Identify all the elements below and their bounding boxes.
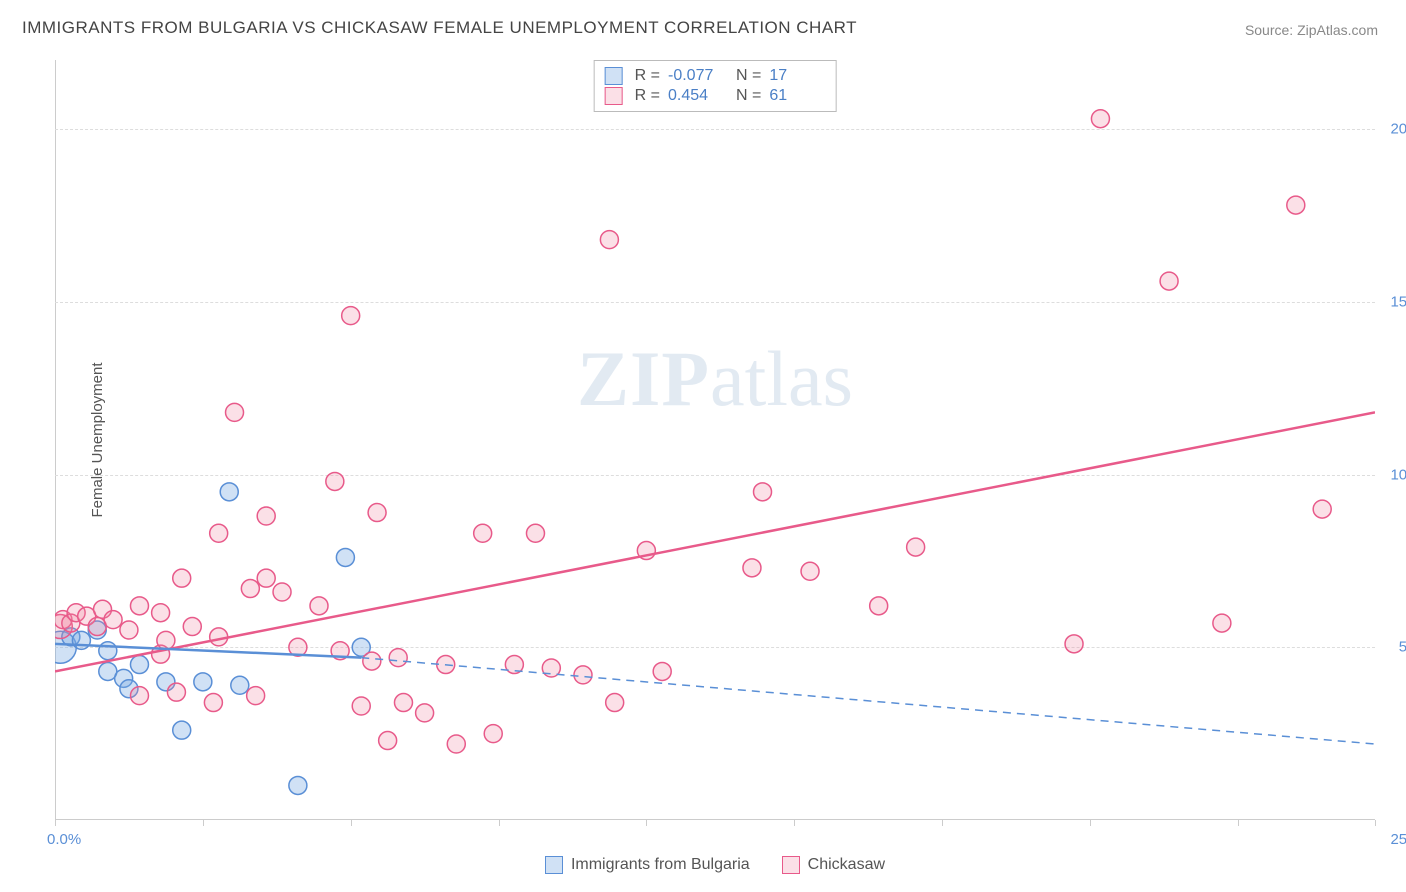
chart-title: IMMIGRANTS FROM BULGARIA VS CHICKASAW FE…	[22, 18, 857, 38]
data-point	[167, 683, 185, 701]
data-point	[342, 307, 360, 325]
data-point	[152, 604, 170, 622]
data-point	[72, 631, 90, 649]
x-tick-mark	[646, 820, 647, 826]
data-point	[870, 597, 888, 615]
data-point	[183, 618, 201, 636]
x-tick-mark	[942, 820, 943, 826]
data-point	[130, 656, 148, 674]
data-point	[231, 676, 249, 694]
data-point	[600, 231, 618, 249]
r-label: R =	[635, 67, 660, 85]
n-label: N =	[736, 87, 761, 105]
data-point	[173, 569, 191, 587]
data-point	[157, 631, 175, 649]
plot-svg	[55, 60, 1375, 820]
y-tick-label: 10.0%	[1390, 466, 1406, 483]
r-value-pink: 0.454	[668, 87, 724, 105]
data-point	[310, 597, 328, 615]
data-point	[574, 666, 592, 684]
y-tick-label: 15.0%	[1390, 293, 1406, 310]
chart-area: Female Unemployment ZIPatlas 5.0%10.0%15…	[55, 60, 1375, 820]
swatch-blue	[605, 67, 623, 85]
trend-line	[55, 412, 1375, 671]
data-point	[1213, 614, 1231, 632]
data-point	[326, 472, 344, 490]
data-point	[257, 507, 275, 525]
y-tick-label: 5.0%	[1399, 639, 1406, 656]
data-point	[247, 687, 265, 705]
data-point	[241, 580, 259, 598]
data-point	[194, 673, 212, 691]
x-tick-end: 25.0%	[1390, 831, 1406, 848]
data-point	[526, 524, 544, 542]
n-label: N =	[736, 67, 761, 85]
swatch-blue	[545, 856, 563, 874]
data-point	[379, 732, 397, 750]
data-point	[226, 403, 244, 421]
data-point	[653, 662, 671, 680]
legend-item-blue: Immigrants from Bulgaria	[545, 856, 750, 874]
n-value-pink: 61	[769, 87, 825, 105]
data-point	[204, 694, 222, 712]
data-point	[336, 548, 354, 566]
data-point	[104, 611, 122, 629]
data-point	[173, 721, 191, 739]
source-attribution: Source: ZipAtlas.com	[1245, 22, 1378, 38]
stats-row-pink: R = 0.454 N = 61	[605, 87, 826, 105]
data-point	[220, 483, 238, 501]
data-point	[1160, 272, 1178, 290]
x-tick-origin: 0.0%	[47, 831, 81, 848]
r-value-blue: -0.077	[668, 67, 724, 85]
stats-legend-box: R = -0.077 N = 17 R = 0.454 N = 61	[594, 60, 837, 112]
x-tick-mark	[499, 820, 500, 826]
data-point	[394, 694, 412, 712]
data-point	[363, 652, 381, 670]
y-tick-label: 20.0%	[1390, 121, 1406, 138]
data-point	[257, 569, 275, 587]
data-point	[447, 735, 465, 753]
x-tick-mark	[351, 820, 352, 826]
legend-item-pink: Chickasaw	[782, 856, 885, 874]
x-tick-mark	[1375, 820, 1376, 826]
x-tick-mark	[55, 820, 56, 826]
data-point	[801, 562, 819, 580]
footer-legend: Immigrants from Bulgaria Chickasaw	[55, 856, 1375, 874]
data-point	[907, 538, 925, 556]
x-tick-mark	[1090, 820, 1091, 826]
data-point	[416, 704, 434, 722]
data-point	[754, 483, 772, 501]
stats-row-blue: R = -0.077 N = 17	[605, 67, 826, 85]
swatch-pink	[605, 87, 623, 105]
data-point	[273, 583, 291, 601]
x-tick-mark	[1238, 820, 1239, 826]
data-point	[210, 524, 228, 542]
data-point	[1313, 500, 1331, 518]
data-point	[368, 504, 386, 522]
data-point	[606, 694, 624, 712]
legend-label-pink: Chickasaw	[808, 856, 885, 874]
data-point	[352, 697, 370, 715]
data-point	[99, 642, 117, 660]
legend-label-blue: Immigrants from Bulgaria	[571, 856, 750, 874]
data-point	[120, 621, 138, 639]
data-point	[130, 687, 148, 705]
x-tick-mark	[794, 820, 795, 826]
data-point	[1091, 110, 1109, 128]
data-point	[289, 776, 307, 794]
data-point	[389, 649, 407, 667]
data-point	[1065, 635, 1083, 653]
swatch-pink	[782, 856, 800, 874]
data-point	[130, 597, 148, 615]
x-tick-mark	[203, 820, 204, 826]
data-point	[743, 559, 761, 577]
data-point	[474, 524, 492, 542]
data-point	[1287, 196, 1305, 214]
r-label: R =	[635, 87, 660, 105]
data-point	[484, 725, 502, 743]
n-value-blue: 17	[769, 67, 825, 85]
